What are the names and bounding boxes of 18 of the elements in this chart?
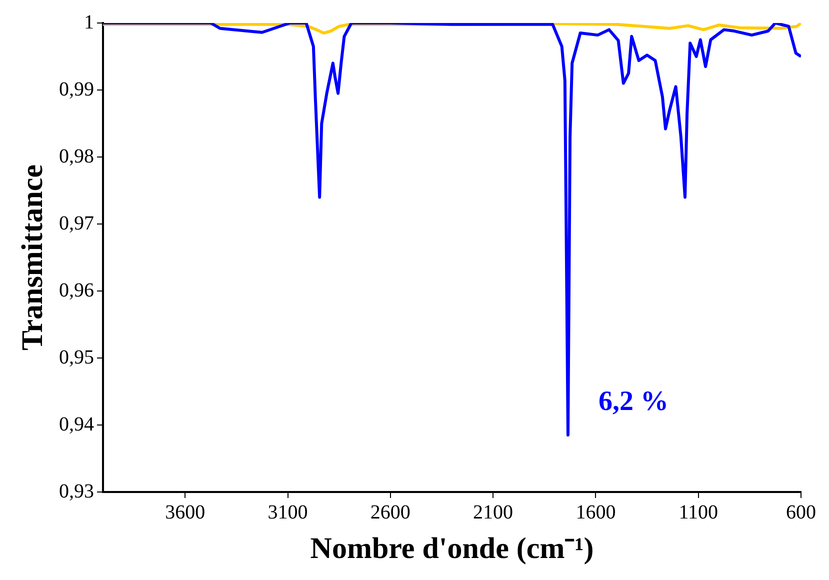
y-tick-label: 0,98 (59, 145, 94, 168)
x-tick-label: 2100 (473, 501, 514, 524)
y-tick-label: 0,97 (59, 212, 94, 234)
x-tick-label: 1100 (678, 501, 718, 524)
y-tick-label: 0,99 (59, 78, 94, 100)
x-tick-label: 600 (786, 501, 816, 524)
y-tick-label: 1 (84, 11, 94, 34)
x-tick-label: 1600 (576, 501, 616, 524)
y-tick-label: 0,94 (59, 413, 94, 436)
x-tick-label: 3100 (268, 501, 308, 524)
y-tick-label: 0,93 (59, 480, 94, 502)
x-tick-label: 2600 (370, 501, 410, 524)
y-tick-label: 0,95 (59, 346, 94, 368)
y-axis-title: Transmittance (16, 164, 49, 351)
y-tick-label: 0,96 (59, 279, 94, 302)
annotation: 6,2 % (598, 386, 668, 418)
x-tick-label: 3600 (165, 501, 206, 524)
x-axis-title: Nombre d'onde (cm⁻¹) (310, 532, 594, 565)
